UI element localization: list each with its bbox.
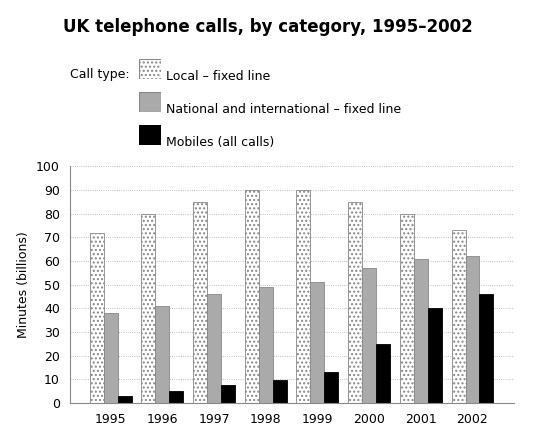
Bar [118, 396, 132, 403]
Text: Mobiles (all calls): Mobiles (all calls) [166, 136, 274, 149]
Bar [193, 202, 207, 403]
Bar [155, 306, 170, 403]
Bar [465, 256, 479, 403]
Bar [376, 344, 390, 403]
Bar [362, 268, 376, 403]
Bar [207, 294, 221, 403]
Bar [104, 313, 118, 403]
Bar [400, 214, 414, 403]
Text: UK telephone calls, by category, 1995–2002: UK telephone calls, by category, 1995–20… [63, 18, 472, 35]
Bar [452, 230, 465, 403]
Bar [90, 233, 104, 403]
Y-axis label: Minutes (billions): Minutes (billions) [18, 231, 30, 338]
Bar [273, 381, 287, 403]
Bar [259, 287, 273, 403]
Text: Call type:: Call type: [70, 68, 129, 81]
Text: National and international – fixed line: National and international – fixed line [166, 103, 401, 116]
Bar [221, 385, 235, 403]
Bar [141, 214, 155, 403]
Bar [296, 190, 310, 403]
Bar [245, 190, 259, 403]
Bar [414, 259, 428, 403]
Bar [310, 283, 324, 403]
Text: Local – fixed line: Local – fixed line [166, 70, 270, 83]
Bar [324, 372, 338, 403]
Bar [170, 391, 184, 403]
Bar [348, 202, 362, 403]
Bar [479, 294, 493, 403]
Bar [428, 308, 442, 403]
